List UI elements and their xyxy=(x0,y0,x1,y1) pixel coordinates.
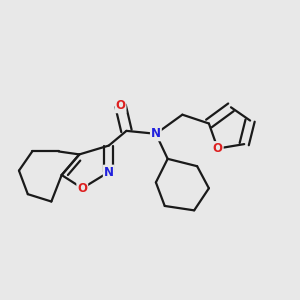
Text: N: N xyxy=(104,166,114,178)
Text: N: N xyxy=(151,127,161,140)
Text: O: O xyxy=(77,182,87,195)
Text: O: O xyxy=(213,142,223,155)
Text: O: O xyxy=(116,99,126,112)
